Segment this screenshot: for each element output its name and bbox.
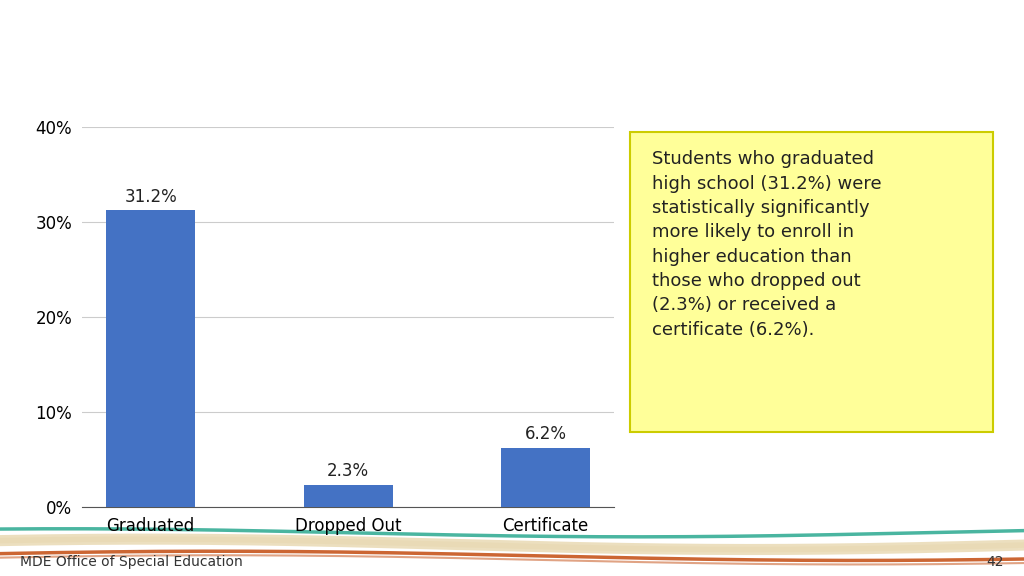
Text: 31.2%: 31.2% [124, 188, 177, 206]
Text: 6.2%: 6.2% [524, 425, 566, 443]
Bar [106, 210, 195, 507]
Bar [502, 448, 590, 507]
Text: MDE Office of Special Education: MDE Office of Special Education [20, 555, 244, 569]
Bar [304, 485, 392, 507]
Text: Students who graduated
high school (31.2%) were
statistically significantly
more: Students who graduated high school (31.2… [651, 150, 882, 339]
Text: 2.3%: 2.3% [327, 463, 370, 480]
Text: 42: 42 [986, 555, 1004, 569]
Text: Enrollment in Higher Education by Exit Status –
FFY2019: Enrollment in Higher Education by Exit S… [31, 24, 844, 89]
